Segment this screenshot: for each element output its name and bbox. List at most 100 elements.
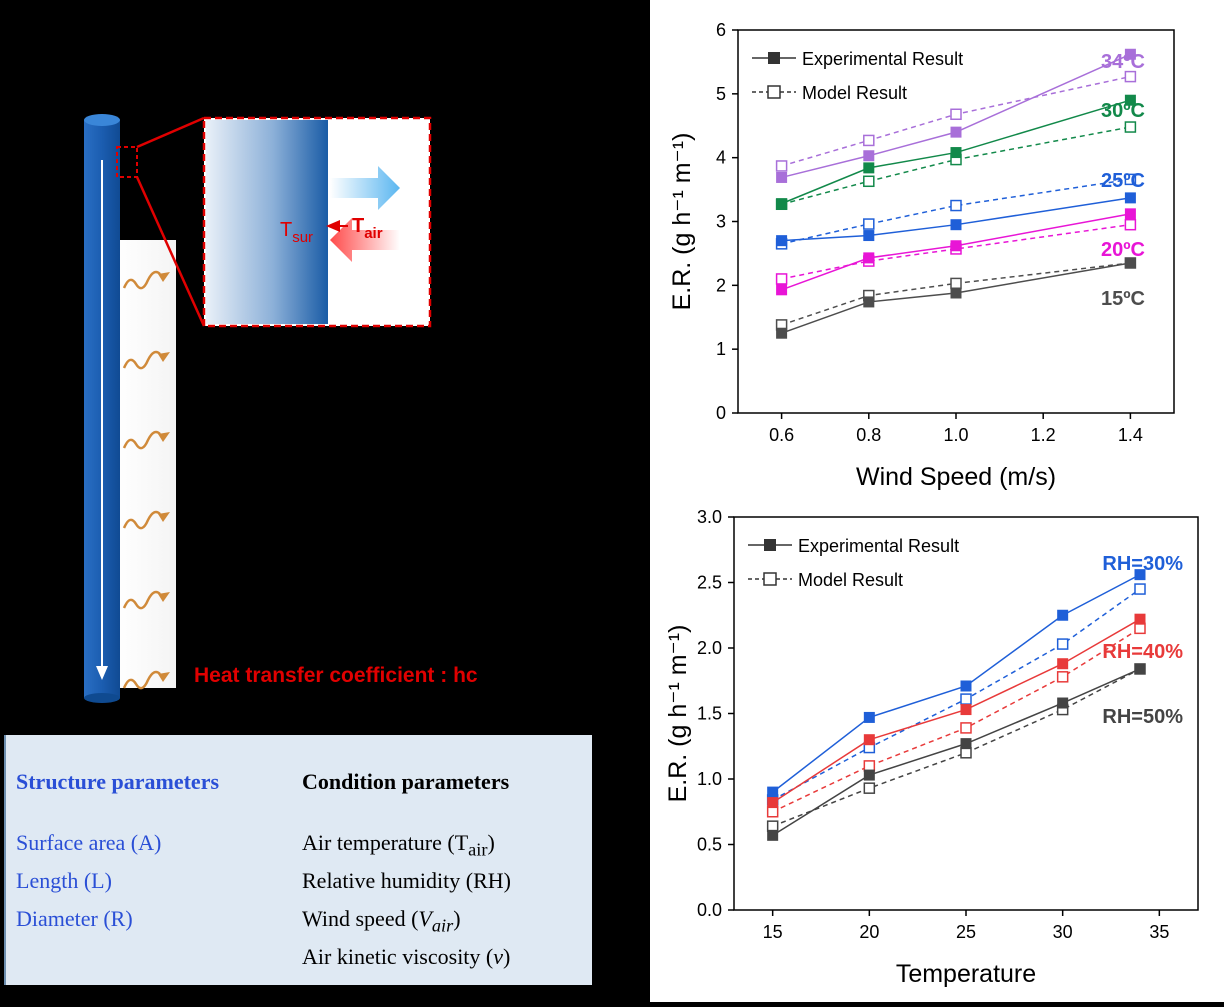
heat-transfer-label: Heat transfer coefficient : hc bbox=[194, 664, 478, 687]
data-point-experimental bbox=[1134, 569, 1146, 581]
series-label: 34ºC bbox=[1101, 51, 1145, 73]
data-point-model bbox=[1134, 622, 1146, 635]
series-label: 15ºC bbox=[1101, 288, 1145, 310]
data-point-model bbox=[960, 747, 972, 759]
data-point-experimental bbox=[863, 150, 875, 162]
y-tick-label: 2.5 bbox=[697, 573, 722, 593]
data-point-experimental bbox=[767, 797, 779, 809]
data-point-experimental bbox=[863, 252, 875, 264]
data-point-model bbox=[950, 199, 962, 212]
data-point-model bbox=[766, 820, 779, 832]
series-line-experimental bbox=[781, 99, 1131, 205]
x-tick-label: 1.2 bbox=[1031, 425, 1056, 445]
condition-item: Wind speed (Vair) bbox=[302, 906, 461, 936]
series-line-model bbox=[781, 178, 1131, 245]
data-point-experimental bbox=[950, 287, 962, 299]
data-point-experimental bbox=[1057, 697, 1069, 709]
y-tick-label: 0.5 bbox=[697, 835, 722, 855]
y-tick-label: 3 bbox=[716, 212, 726, 232]
x-axis-label: Temperature bbox=[896, 960, 1036, 988]
data-point-experimental bbox=[950, 240, 962, 252]
data-point-experimental bbox=[767, 786, 779, 798]
data-point-experimental bbox=[960, 704, 972, 716]
data-point-experimental bbox=[863, 734, 875, 746]
wind-speed-chart: 0.6 0.8 1.0 1.2 1.4 0 1 2 3 4 5 6 Wind Speed (m/s) E.… bbox=[650, 0, 1224, 500]
series-line-model bbox=[772, 627, 1141, 813]
data-point-model bbox=[863, 175, 875, 188]
legend-marker-experimental bbox=[764, 539, 776, 551]
series-line-experimental bbox=[781, 53, 1131, 179]
series-label: RH=30% bbox=[1102, 553, 1183, 575]
data-point-experimental bbox=[863, 711, 875, 723]
data-point-experimental bbox=[776, 198, 788, 210]
series-line-experimental bbox=[772, 573, 1141, 793]
data-point-experimental bbox=[863, 162, 875, 174]
legend-label-model: Model Result bbox=[798, 570, 903, 590]
data-point-model bbox=[775, 160, 788, 172]
data-point-model bbox=[863, 218, 875, 230]
y-tick-label: 1.0 bbox=[697, 769, 722, 789]
series-line-experimental bbox=[781, 197, 1131, 242]
data-point-experimental bbox=[1134, 613, 1146, 625]
data-point-experimental bbox=[950, 126, 962, 138]
series-line-model bbox=[781, 126, 1131, 205]
fiber-diagram: Tsur Tair bbox=[84, 114, 432, 703]
y-tick-label: 2.0 bbox=[697, 638, 722, 658]
x-tick-label: 20 bbox=[859, 922, 879, 942]
series-line-experimental bbox=[781, 213, 1131, 291]
data-point-experimental bbox=[767, 829, 779, 841]
x-axis-label: Wind Speed (m/s) bbox=[856, 463, 1056, 491]
data-point-experimental bbox=[960, 738, 972, 750]
y-tick-label: 1 bbox=[716, 339, 726, 359]
t-sur-label: Tsur bbox=[280, 219, 313, 246]
outgoing-arrow bbox=[330, 166, 400, 210]
data-point-experimental bbox=[1124, 48, 1136, 60]
data-point-model bbox=[863, 782, 876, 794]
structure-item: Length (L) bbox=[16, 868, 112, 893]
series-label: 25ºC bbox=[1101, 170, 1145, 192]
structure-item: Diameter (R) bbox=[16, 906, 133, 931]
y-tick-label: 2 bbox=[716, 275, 726, 295]
data-point-model bbox=[1056, 638, 1069, 650]
y-axis-label: E.R. (g h⁻¹ m⁻¹) bbox=[668, 133, 696, 311]
data-point-model bbox=[960, 722, 972, 734]
temperature-chart-svg: 15 20 25 30 35 0.0 0.5 1.0 1.5 2.0 2.5 3.0 Temperatu… bbox=[664, 507, 1199, 988]
series-line-experimental bbox=[772, 618, 1141, 804]
x-tick-label: 35 bbox=[1149, 922, 1169, 942]
condition-item: Air kinetic viscosity (ν) bbox=[302, 944, 511, 969]
y-tick-label: 0.0 bbox=[697, 900, 722, 920]
data-point-model bbox=[1124, 173, 1137, 186]
data-point-experimental bbox=[1124, 257, 1136, 269]
x-tick-label: 15 bbox=[763, 922, 783, 942]
data-point-model bbox=[1134, 583, 1146, 595]
y-axis-label: E.R. (g h⁻¹ m⁻¹) bbox=[664, 625, 692, 803]
y-tick-label: 5 bbox=[716, 84, 726, 104]
legend-label-model: Model Result bbox=[802, 83, 907, 103]
data-point-model bbox=[863, 760, 876, 772]
data-point-experimental bbox=[863, 230, 875, 242]
legend-label-experimental: Experimental Result bbox=[798, 536, 959, 556]
data-point-model bbox=[1056, 671, 1069, 683]
y-tick-label: 0 bbox=[716, 403, 726, 423]
data-point-experimental bbox=[950, 219, 962, 231]
data-point-model bbox=[863, 134, 875, 147]
y-tick-label: 3.0 bbox=[697, 507, 722, 527]
data-point-experimental bbox=[1057, 609, 1069, 621]
series-label: RH=50% bbox=[1102, 706, 1183, 728]
series-line-model bbox=[781, 75, 1131, 167]
y-tick-label: 4 bbox=[716, 148, 726, 168]
structure-item: Surface area (A) bbox=[16, 830, 162, 855]
condition-header: Condition parameters bbox=[302, 769, 510, 794]
series-line-model bbox=[781, 262, 1131, 326]
series-line-model bbox=[772, 588, 1141, 801]
y-tick-label: 1.5 bbox=[697, 704, 722, 724]
series-line-experimental bbox=[781, 262, 1131, 334]
parameter-table: Structure parameters Condition parameter… bbox=[4, 735, 592, 985]
data-point-experimental bbox=[1124, 208, 1136, 220]
series-label: RH=40% bbox=[1102, 641, 1183, 663]
data-point-experimental bbox=[863, 769, 875, 781]
data-point-model bbox=[766, 806, 779, 818]
x-tick-label: 30 bbox=[1053, 922, 1073, 942]
series-line-experimental bbox=[772, 668, 1141, 836]
series-label: 30ºC bbox=[1101, 100, 1145, 122]
